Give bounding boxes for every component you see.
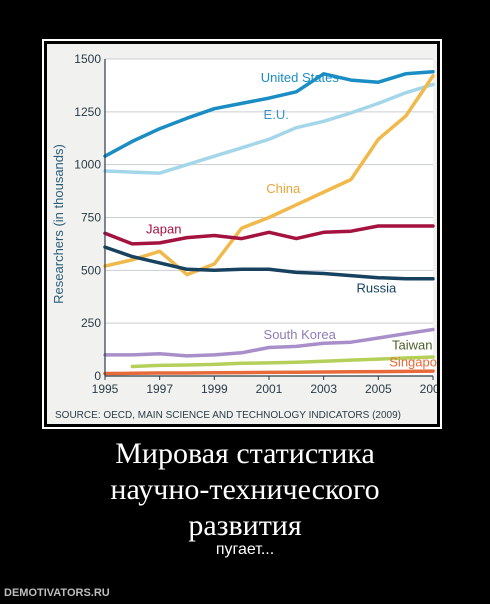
series-label-united-states: United States <box>261 70 340 85</box>
series-label-japan: Japan <box>146 221 181 236</box>
series-line-china <box>103 74 435 277</box>
series-label-taiwan: Taiwan <box>392 338 432 353</box>
x-tick-label: 1997 <box>146 382 173 396</box>
series-line-singapore <box>103 369 435 376</box>
caption-line-1: Мировая статистика <box>115 437 375 470</box>
series-label-russia: Russia <box>356 281 397 296</box>
y-tick-label: 250 <box>81 316 101 330</box>
chart-panel: 0 250 500 750 1000 1250 1500 1995 1997 1999 2001 20… <box>47 44 437 424</box>
y-tick-label: 1000 <box>74 158 101 172</box>
x-tick-label: 1995 <box>92 382 119 396</box>
series-line-taiwan <box>130 355 435 369</box>
x-tick-label: 1999 <box>201 382 228 396</box>
series-label-e-u: E.U. <box>264 107 289 122</box>
caption-line-3: развития <box>188 509 302 542</box>
series-lines <box>103 69 435 376</box>
caption-line-2: научно-технического <box>110 473 380 506</box>
series-line-japan <box>103 224 435 246</box>
x-tick-label: 2001 <box>256 382 283 396</box>
y-tick-label: 1250 <box>74 105 101 119</box>
y-tick-label: 750 <box>81 211 101 225</box>
site-watermark: DEMOTIVATORS.RU <box>4 587 110 599</box>
series-label-china: China <box>266 181 301 196</box>
series-label-singapore: Singapore <box>389 354 437 369</box>
series-label-south-korea: South Korea <box>264 327 337 342</box>
y-tick-label: 500 <box>81 263 101 277</box>
line-chart: 0 250 500 750 1000 1250 1500 1995 1997 1999 2001 20… <box>51 52 437 421</box>
series-line-russia <box>103 245 435 281</box>
source-note: SOURCE: OECD, MAIN SCIENCE AND TECHNOLOG… <box>55 410 401 421</box>
y-axis-label: Researchers (in thousands) <box>51 144 66 304</box>
x-tick-label: 2005 <box>365 382 392 396</box>
series-labels: United States E.U. China Japan Russia South K… <box>146 70 437 369</box>
axes: 0 250 500 750 1000 1250 1500 1995 1997 1999 2001 20… <box>74 52 437 396</box>
series-line-united-states <box>103 69 435 158</box>
x-tick-label: 2003 <box>310 382 337 396</box>
y-tick-label: 0 <box>94 369 101 383</box>
demotivator-frame: 0 250 500 750 1000 1250 1500 1995 1997 1999 2001 20… <box>42 39 442 429</box>
series-line-e-u <box>103 82 435 175</box>
caption-subtitle: пугает... <box>215 541 275 558</box>
series-line-south-korea <box>103 327 435 358</box>
x-tick-label: 2007 <box>420 382 437 396</box>
y-tick-label: 1500 <box>74 52 101 66</box>
